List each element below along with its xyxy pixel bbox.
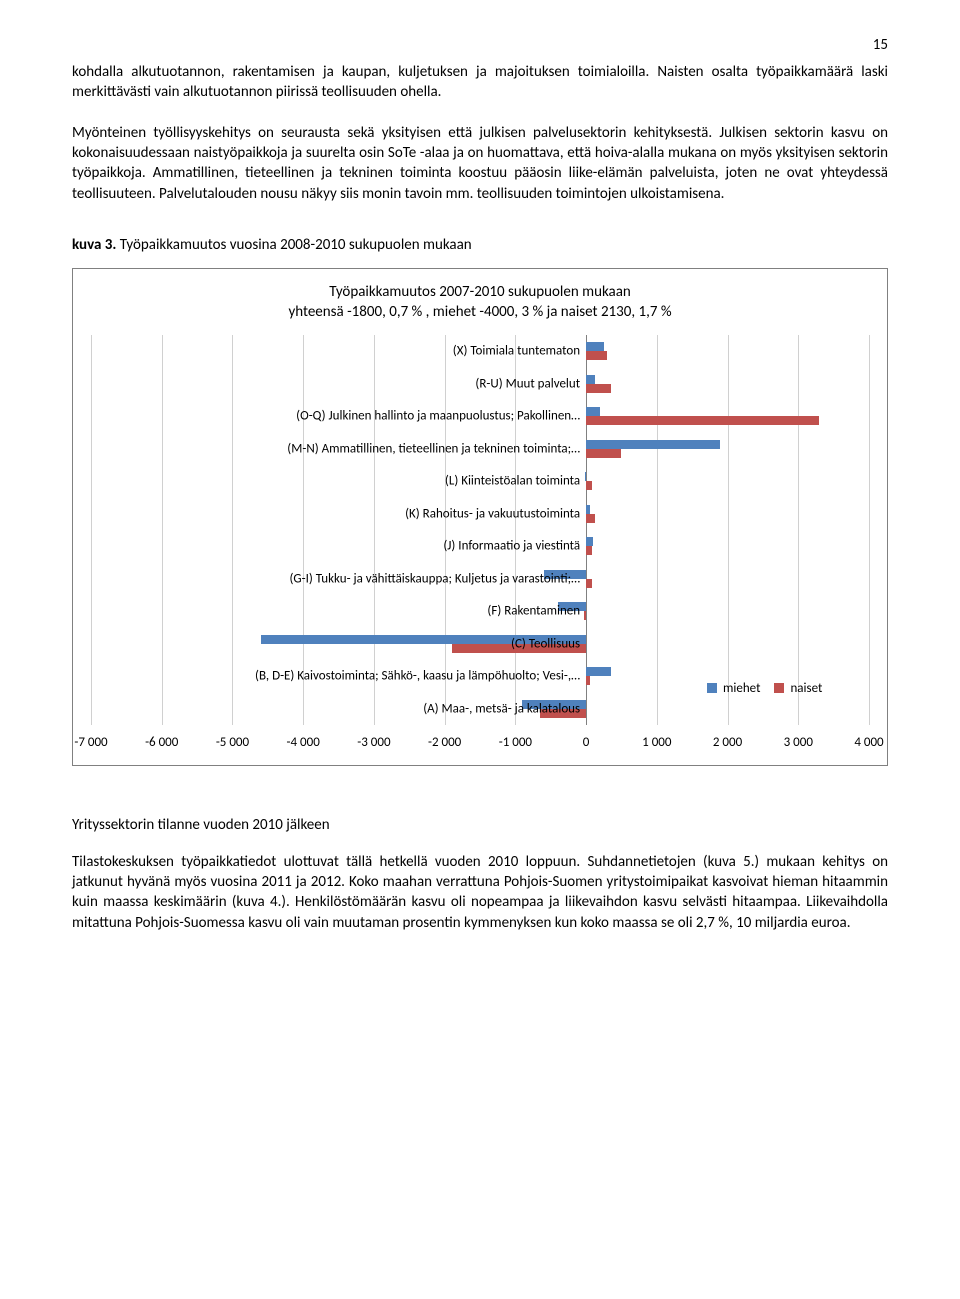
bar-miehet — [586, 667, 611, 676]
bar-naiset — [586, 449, 621, 458]
category-label: (L) Kiinteistöalan toiminta — [445, 474, 580, 489]
x-tick-label: 0 — [583, 735, 590, 750]
x-tick-label: -4 000 — [287, 735, 320, 750]
gridline — [869, 335, 870, 725]
p2-text: Myönteinen työllisyyskehitys on seuraust… — [72, 124, 888, 203]
category-row: (A) Maa-, metsä- ja kalatalous — [91, 692, 869, 725]
bar-miehet — [586, 342, 604, 351]
category-label: (C) Teollisuus — [511, 636, 580, 651]
x-tick-label: 2 000 — [713, 735, 742, 750]
category-row: (G-I) Tukku- ja vähittäiskauppa; Kuljetu… — [91, 562, 869, 595]
bar-naiset — [586, 579, 592, 588]
chart-subtitle: yhteensä -1800, 0,7 % , miehet -4000, 3 … — [91, 303, 869, 321]
category-label: (B, D-E) Kaivostoiminta; Sähkö-, kaasu j… — [255, 669, 580, 684]
category-label: (R-U) Muut palvelut — [475, 376, 580, 391]
legend-item-naiset: naiset — [774, 681, 822, 696]
category-row: (R-U) Muut palvelut — [91, 367, 869, 400]
bar-naiset — [586, 514, 594, 523]
legend-swatch-miehet — [707, 683, 717, 693]
x-tick-label: 3 000 — [784, 735, 813, 750]
bar-naiset — [586, 416, 819, 425]
legend-label-miehet: miehet — [723, 681, 760, 696]
category-row: (C) Teollisuus — [91, 627, 869, 660]
category-label: (J) Informaatio ja viestintä — [443, 539, 580, 554]
category-row: (K) Rahoitus- ja vakuutustoiminta — [91, 497, 869, 530]
category-row: (F) Rakentaminen — [91, 595, 869, 628]
body-paragraph-1: kohdalla alkutuotannon, rakentamisen ja … — [72, 62, 888, 204]
category-row: (X) Toimiala tuntematon — [91, 335, 869, 368]
chart-title: Työpaikkamuutos 2007-2010 sukupuolen muk… — [91, 283, 869, 301]
caption-bold: kuva 3. — [72, 236, 116, 254]
bar-miehet — [586, 537, 593, 546]
body-paragraph-3: Tilastokeskuksen työpaikkatiedot ulottuv… — [72, 852, 888, 933]
bar-miehet — [586, 505, 590, 514]
category-label: (X) Toimiala tuntematon — [453, 344, 580, 359]
category-row: (J) Informaatio ja viestintä — [91, 530, 869, 563]
category-row: (O-Q) Julkinen hallinto ja maanpuolustus… — [91, 400, 869, 433]
page-number: 15 — [72, 36, 888, 54]
chart-frame: Työpaikkamuutos 2007-2010 sukupuolen muk… — [72, 268, 888, 766]
bar-naiset — [584, 611, 586, 620]
bar-naiset — [586, 676, 590, 685]
category-label: (K) Rahoitus- ja vakuutustoiminta — [405, 506, 580, 521]
x-tick-label: -1 000 — [499, 735, 532, 750]
x-tick-label: 1 000 — [642, 735, 671, 750]
x-tick-label: -7 000 — [74, 735, 107, 750]
chart-plot: (X) Toimiala tuntematon (R-U) Muut palvel… — [91, 335, 869, 755]
category-label: (O-Q) Julkinen hallinto ja maanpuolustus… — [296, 409, 580, 424]
category-row: (M-N) Ammatillinen, tieteellinen ja tekn… — [91, 432, 869, 465]
category-row: (L) Kiinteistöalan toiminta — [91, 465, 869, 498]
chart-legend: miehet naiset — [707, 681, 822, 696]
bar-miehet — [586, 375, 594, 384]
bar-naiset — [586, 384, 611, 393]
x-tick-label: -2 000 — [428, 735, 461, 750]
figure-caption: kuva 3. Työpaikkamuutos vuosina 2008-201… — [72, 236, 888, 254]
x-tick-label: -6 000 — [145, 735, 178, 750]
bar-miehet — [586, 440, 720, 449]
legend-swatch-naiset — [774, 683, 784, 693]
legend-item-miehet: miehet — [707, 681, 760, 696]
legend-label-naiset: naiset — [790, 681, 822, 696]
p1-text: kohdalla alkutuotannon, rakentamisen ja … — [72, 63, 888, 101]
category-label: (A) Maa-, metsä- ja kalatalous — [423, 701, 580, 716]
bar-naiset — [586, 546, 592, 555]
bar-naiset — [586, 351, 607, 360]
bar-naiset — [586, 481, 592, 490]
caption-rest: Työpaikkamuutos vuosina 2008-2010 sukupu… — [116, 236, 471, 254]
category-label: (G-I) Tukku- ja vähittäiskauppa; Kuljetu… — [289, 571, 580, 586]
category-label: (M-N) Ammatillinen, tieteellinen ja tekn… — [287, 441, 580, 456]
bar-miehet — [585, 472, 586, 481]
x-tick-label: -3 000 — [357, 735, 390, 750]
category-label: (F) Rakentaminen — [487, 604, 580, 619]
subheading: Yrityssektorin tilanne vuoden 2010 jälke… — [72, 816, 888, 834]
bar-miehet — [586, 407, 600, 416]
x-tick-label: 4 000 — [854, 735, 883, 750]
x-tick-label: -5 000 — [216, 735, 249, 750]
